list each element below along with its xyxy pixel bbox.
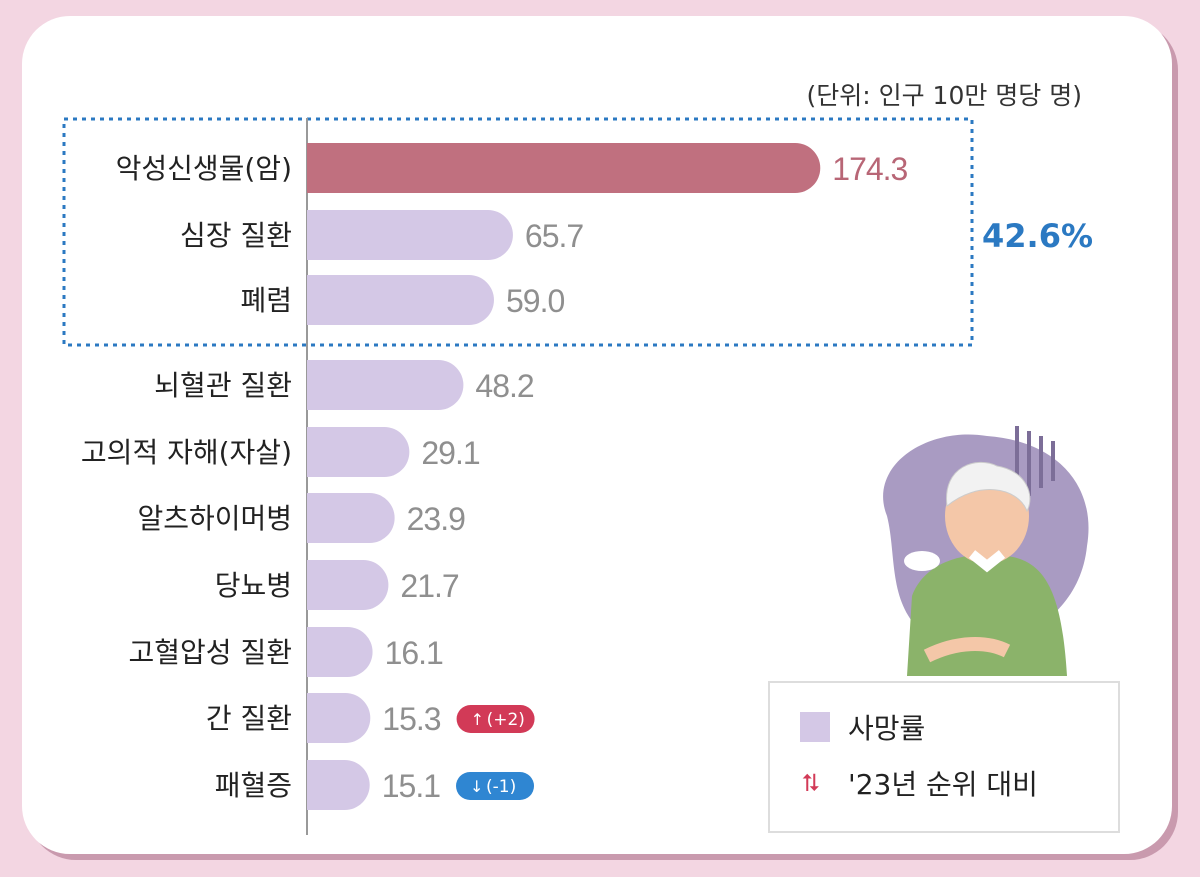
bar <box>307 627 373 677</box>
bar <box>307 275 494 325</box>
rank-change-text: (+2) <box>487 710 525 730</box>
legend-label: 사망률 <box>848 712 926 745</box>
legend-label: '23년 순위 대비 <box>848 768 1038 801</box>
legend-swatch <box>800 712 830 742</box>
highlight-share: 42.6% <box>982 217 1093 255</box>
elderly-person-illustration <box>883 426 1089 676</box>
bar <box>307 760 370 810</box>
unit-note: (단위: 인구 10만 명당 명) <box>806 81 1082 110</box>
category-label: 당뇨병 <box>215 569 292 602</box>
value-label: 16.1 <box>385 635 443 671</box>
bar <box>307 693 371 743</box>
bar <box>307 493 395 543</box>
category-label: 패혈증 <box>215 769 292 802</box>
value-label: 15.3 <box>382 701 440 737</box>
value-label: 29.1 <box>421 435 479 471</box>
bar <box>307 427 410 477</box>
value-label: 21.7 <box>400 568 458 604</box>
rank-change-badge <box>456 705 535 733</box>
value-label: 174.3 <box>832 151 907 187</box>
arrow-down-icon: ↓ <box>470 777 483 796</box>
category-label: 알츠하이머병 <box>137 502 292 535</box>
value-label: 15.1 <box>382 768 440 804</box>
bar <box>307 210 513 260</box>
bar <box>307 143 821 193</box>
rank-change-text: (-1) <box>486 777 516 797</box>
category-label: 고의적 자해(자살) <box>81 436 292 469</box>
value-label: 59.0 <box>506 283 564 319</box>
category-label: 뇌혈관 질환 <box>154 369 292 402</box>
category-label: 폐렴 <box>240 284 292 317</box>
bar <box>307 360 464 410</box>
value-label: 65.7 <box>525 218 583 254</box>
legend-item-rank: ⮁ '23년 순위 대비 <box>800 763 1038 803</box>
legend-item-rate: 사망률 <box>800 707 925 747</box>
category-label: 고혈압성 질환 <box>129 636 292 669</box>
highlight-box <box>62 117 974 347</box>
category-label: 간 질환 <box>206 702 292 735</box>
up-down-arrows-icon: ⮁ <box>800 769 819 797</box>
value-label: 23.9 <box>407 501 465 537</box>
category-label: 악성신생물(암) <box>116 152 292 185</box>
value-label: 48.2 <box>475 368 533 404</box>
legend: 사망률 ⮁ '23년 순위 대비 <box>768 681 1120 833</box>
arrow-up-icon: ↑ <box>471 710 484 729</box>
bar <box>307 560 389 610</box>
rank-change-badge <box>456 772 535 800</box>
category-label: 심장 질환 <box>180 219 292 252</box>
